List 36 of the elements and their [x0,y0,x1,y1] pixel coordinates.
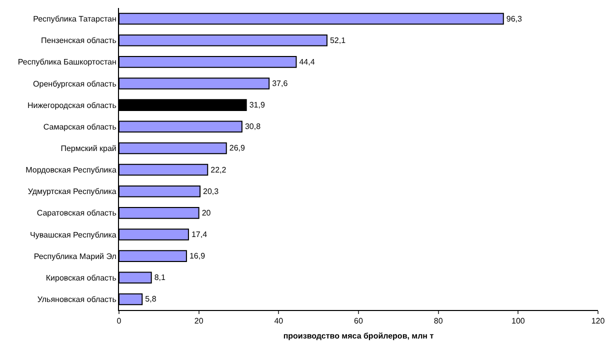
x-tick-label: 100 [511,316,526,326]
x-tick-label: 0 [116,316,122,326]
data-label: 16,9 [189,252,206,261]
y-tick-label: Республика Марий Эл [34,252,117,261]
data-label: 31,9 [249,100,266,110]
data-label: 52,1 [330,36,346,45]
y-tick-label: Пермский край [60,144,116,154]
x-tick-label: 120 [591,316,606,326]
data-label: 8,1 [154,273,166,282]
x-tick-label: 60 [354,316,364,326]
data-label: 22,2 [210,165,227,174]
y-tick-label: Оренбургская область [33,79,116,88]
x-tick-label: 40 [274,316,284,326]
y-tick-label: Пензенская область [41,36,116,46]
y-tick-label: Мордовская Республика [26,166,117,175]
data-label: 5,8 [145,294,157,304]
data-label: 37,6 [272,79,288,88]
y-tick-label: Саратовская область [36,208,116,218]
y-tick-label: Ульяновская область [37,295,116,304]
data-label: 30,8 [244,122,262,132]
data-label: 44,4 [299,57,316,66]
x-tick-label: 80 [434,316,444,326]
data-label: 20,3 [203,186,220,196]
data-label: 20 [202,208,212,218]
y-tick-label: Республика Башкортостан [18,58,116,67]
y-tick-label: Нижегородская область [27,100,116,110]
y-tick-label: Республика Татарстан [33,14,116,24]
y-tick-label: Чувашская Республика [30,230,117,240]
y-tick-label: Самарская область [43,122,116,132]
x-axis-title: производство мяса бройлеров, млн т [283,332,434,341]
y-tick-label: Удмуртская Республика [28,187,117,196]
data-label: 17,4 [191,230,208,239]
data-label: 96,3 [506,14,523,24]
x-tick-label: 20 [194,316,204,326]
data-label: 26,9 [229,144,246,153]
y-tick-label: Кировская область [46,273,116,282]
